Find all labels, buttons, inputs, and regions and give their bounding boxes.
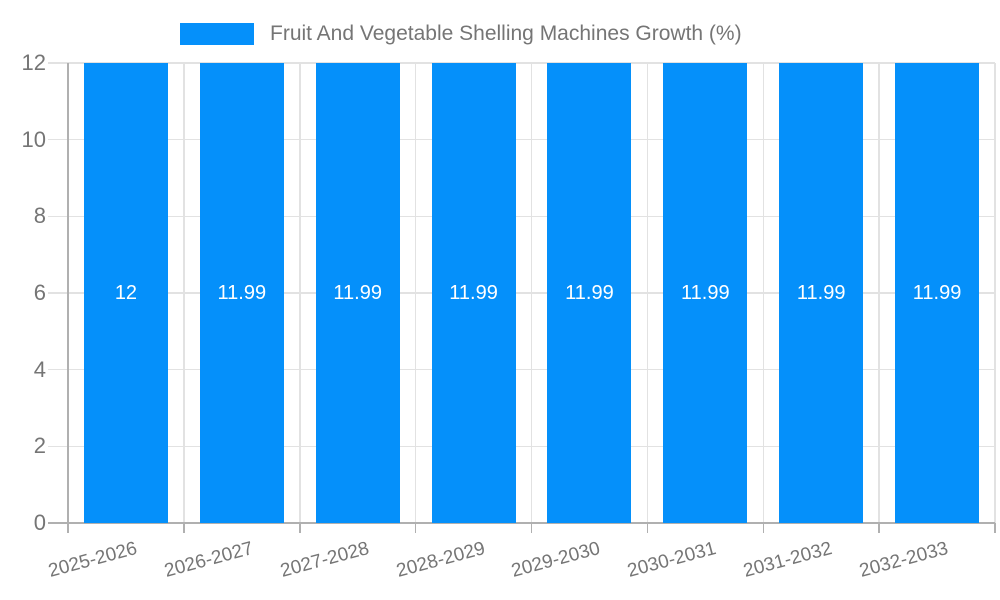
grid-line-horizontal [48,368,995,371]
grid-line-horizontal [48,138,995,141]
bar: 12 [83,63,168,523]
legend-swatch [180,23,254,45]
bar-value-label: 12 [114,281,138,304]
x-axis-tick-mark [414,523,417,533]
y-tick-label: 8 [33,203,46,229]
chart-legend: Fruit And Vegetable Shelling Machines Gr… [0,15,1000,51]
y-tick-label: 6 [33,280,46,305]
x-axis-tick-mark [183,523,185,533]
grid-line-vertical [762,63,764,523]
bar-value-label: 11.99 [912,281,962,304]
bar: 11.99 [315,63,400,523]
grid-line-vertical [183,63,185,523]
bar: 11.99 [895,63,980,523]
bar-value-label: 11.99 [565,281,614,304]
x-axis-tick-mark [994,523,996,533]
grid-line-vertical [994,63,996,523]
y-tick-label: 12 [21,50,46,75]
y-tick-label: 4 [33,356,46,382]
grid-line-vertical [646,63,649,523]
chart-title: Fruit And Vegetable Shelling Machines Gr… [270,22,742,45]
grid-line-vertical [878,63,880,523]
bar-value-label: 11.99 [796,281,846,304]
bar: 11.99 [547,63,632,523]
x-axis-line [48,522,995,524]
bar-value-label: 11.99 [449,281,498,304]
bar-value-label: 11.99 [333,281,382,304]
grid-line-vertical [299,63,301,523]
grid-line-horizontal [48,292,995,294]
x-axis-tick-mark [646,523,649,533]
bar-value-label: 11.99 [217,281,267,304]
y-axis-line [67,63,69,533]
x-axis-tick-mark [299,523,301,533]
bar: 11.99 [663,63,748,523]
x-axis-tick-mark [878,523,880,533]
bar: 11.99 [199,63,284,523]
grid-line-horizontal [48,445,995,448]
grid-line-horizontal [48,215,995,218]
bar: 11.99 [431,63,516,523]
y-tick-label: 2 [33,433,46,459]
bar: 11.99 [779,63,864,523]
x-axis-tick-mark [762,523,764,533]
grid-line-horizontal [48,62,995,64]
y-tick-label: 0 [33,510,46,535]
bar-value-label: 11.99 [681,281,730,304]
y-tick-label: 10 [21,126,46,152]
grid-line-vertical [414,63,417,523]
x-axis-tick-mark [530,523,533,533]
grid-line-vertical [530,63,533,523]
